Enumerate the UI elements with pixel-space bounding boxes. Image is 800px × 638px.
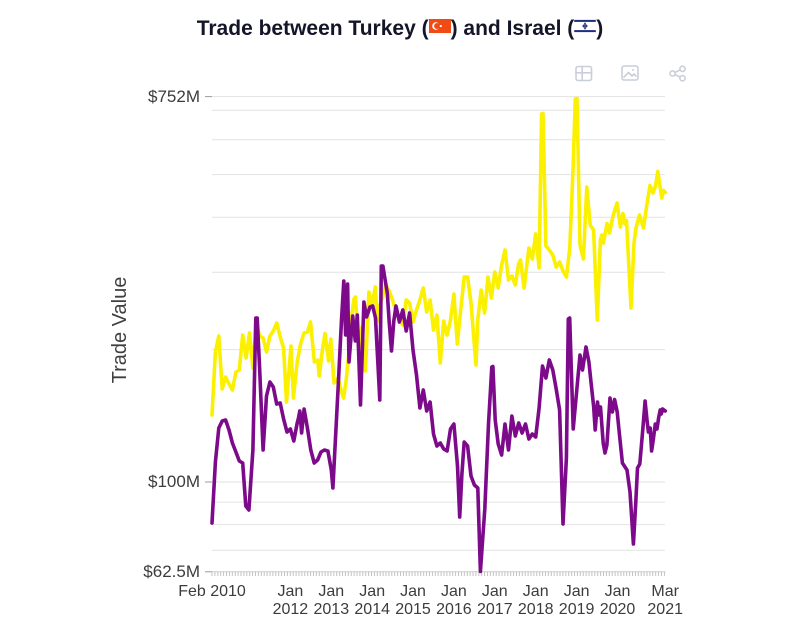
svg-text:Trade Value: Trade Value	[109, 277, 131, 384]
svg-text:Jan: Jan	[564, 583, 590, 600]
svg-text:Mar: Mar	[651, 583, 679, 600]
svg-text:Jan: Jan	[278, 583, 304, 600]
svg-text:Jan: Jan	[400, 583, 426, 600]
svg-text:2015: 2015	[395, 601, 431, 618]
svg-text:Jan: Jan	[523, 583, 549, 600]
svg-text:2018: 2018	[518, 601, 554, 618]
svg-text:2012: 2012	[273, 601, 309, 618]
svg-text:$62.5M: $62.5M	[143, 562, 200, 581]
svg-text:Jan: Jan	[605, 583, 631, 600]
svg-text:2016: 2016	[436, 601, 472, 618]
svg-text:2020: 2020	[600, 601, 636, 618]
svg-text:2021: 2021	[647, 601, 683, 618]
svg-text:$100M: $100M	[148, 472, 200, 491]
svg-text:2019: 2019	[559, 601, 595, 618]
svg-text:2017: 2017	[477, 601, 513, 618]
svg-text:Jan: Jan	[318, 583, 344, 600]
svg-text:Jan: Jan	[441, 583, 467, 600]
svg-text:Jan: Jan	[482, 583, 508, 600]
svg-text:2014: 2014	[354, 601, 390, 618]
svg-text:$752M: $752M	[148, 87, 200, 106]
svg-text:Feb 2010: Feb 2010	[178, 583, 246, 600]
svg-text:2013: 2013	[314, 601, 350, 618]
svg-text:Jan: Jan	[359, 583, 385, 600]
